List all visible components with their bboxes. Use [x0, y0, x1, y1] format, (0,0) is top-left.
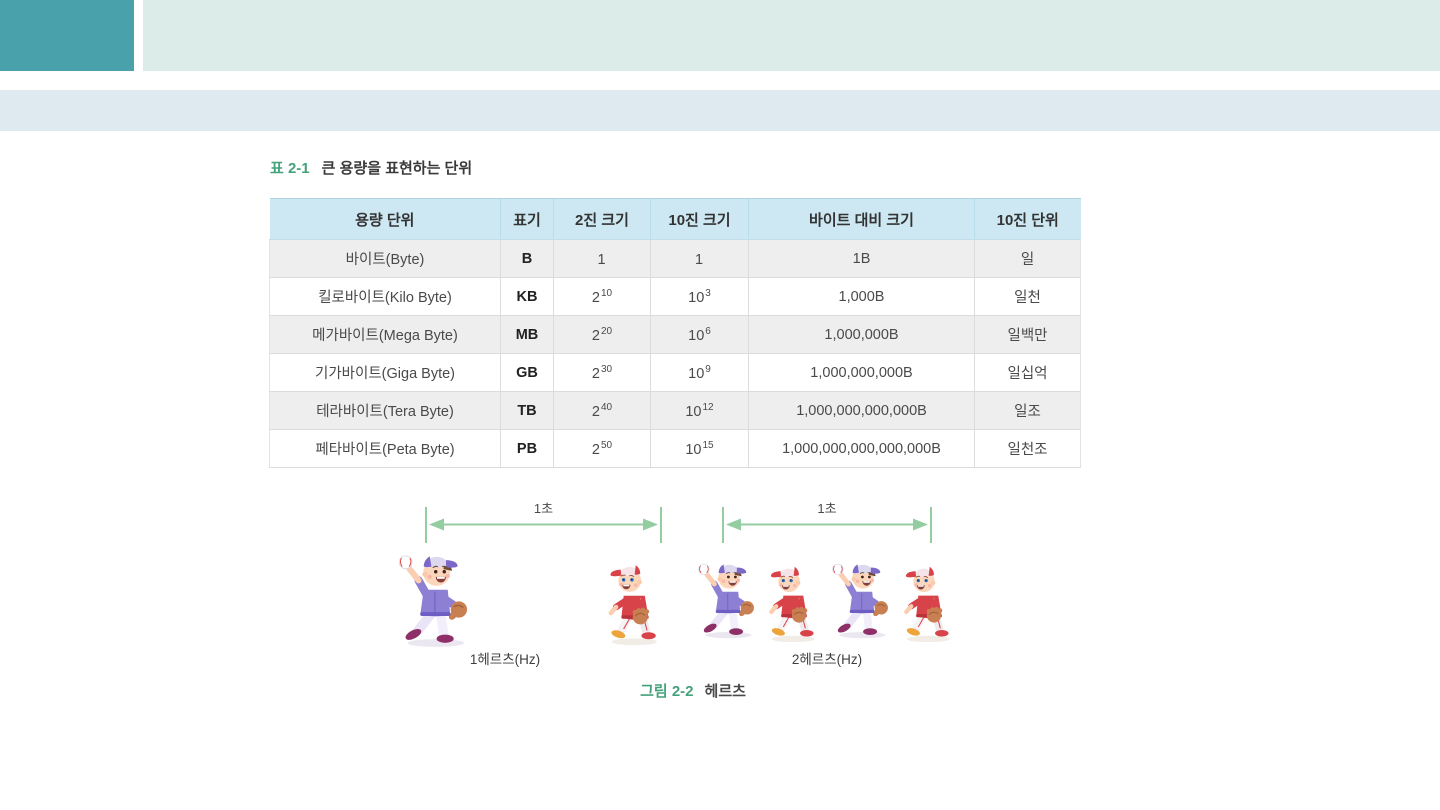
interval-label: 1초 [817, 501, 837, 516]
table-row: 페타바이트(Peta Byte) PB 250 1015 1,000,000,0… [269, 429, 1081, 468]
pitcher-boy-illustration [391, 546, 477, 649]
decimal-unit-cell: 일 [974, 239, 1081, 278]
table-caption-number: 표 2-1 [270, 160, 310, 177]
blue-sub-band [0, 90, 1440, 131]
unit-cell: 킬로바이트(Kilo Byte) [269, 277, 501, 316]
table-caption-title: 큰 용량을 표현하는 단위 [321, 160, 473, 177]
table-caption: 표 2-1 큰 용량을 표현하는 단위 [270, 159, 472, 179]
decimal-unit-cell: 일천조 [974, 429, 1081, 468]
binary-size-cell: 210 [553, 277, 651, 316]
binary-size-cell: 220 [553, 315, 651, 354]
header-symbol: 표기 [500, 198, 554, 240]
table-header-row: 용량 단위 표기 2진 크기 10진 크기 바이트 대비 크기 10진 단위 [269, 198, 1081, 240]
header-bytes-size: 바이트 대비 크기 [748, 198, 975, 240]
figure-caption: 그림 2-2 헤르츠 [583, 680, 803, 701]
bytes-cell: 1,000B [748, 277, 975, 316]
one-hertz-label: 1헤르츠(Hz) [469, 652, 541, 667]
decimal-unit-cell: 일조 [974, 391, 1081, 430]
interval-label: 1초 [533, 501, 554, 516]
table-row: 기가바이트(Giga Byte) GB 230 109 1,000,000,00… [269, 353, 1081, 392]
header-decimal-size: 10진 크기 [650, 198, 749, 240]
bytes-cell: 1,000,000,000B [748, 353, 975, 392]
table-row: 메가바이트(Mega Byte) MB 220 106 1,000,000B 일… [269, 315, 1081, 354]
symbol-cell: B [500, 239, 554, 278]
table-row: 바이트(Byte) B 1 1 1B 일 [269, 239, 1081, 278]
decimal-unit-cell: 일천 [974, 277, 1081, 316]
decimal-size-cell: 106 [650, 315, 749, 354]
binary-size-cell: 1 [553, 239, 651, 278]
teal-header-block [0, 0, 134, 71]
double-arrow-icon [722, 507, 932, 543]
binary-size-cell: 240 [553, 391, 651, 430]
one-second-span-left: 1초 [425, 501, 662, 543]
header-decimal-unit: 10진 단위 [974, 198, 1081, 240]
unit-cell: 페타바이트(Peta Byte) [269, 429, 501, 468]
one-second-span-right: 1초 [722, 501, 932, 543]
decimal-size-cell: 1 [650, 239, 749, 278]
binary-size-cell: 230 [553, 353, 651, 392]
unit-cell: 기가바이트(Giga Byte) [269, 353, 501, 392]
symbol-cell: KB [500, 277, 554, 316]
decimal-unit-cell: 일백만 [974, 315, 1081, 354]
header-binary-size: 2진 크기 [553, 198, 651, 240]
symbol-cell: PB [500, 429, 554, 468]
double-arrow-icon [425, 507, 662, 543]
catcher-boy-illustration [601, 555, 669, 650]
decimal-size-cell: 1015 [650, 429, 749, 468]
mint-header-band [143, 0, 1440, 71]
symbol-cell: GB [500, 353, 554, 392]
pitcher-boy-illustration [826, 548, 896, 648]
unit-cell: 테라바이트(Tera Byte) [269, 391, 501, 430]
figure-caption-title: 헤르츠 [704, 683, 746, 700]
bytes-cell: 1B [748, 239, 975, 278]
pitcher-boy-illustration [692, 548, 762, 648]
capacity-units-table: 용량 단위 표기 2진 크기 10진 크기 바이트 대비 크기 10진 단위 바… [269, 198, 1081, 468]
figure-caption-number: 그림 2-2 [640, 683, 694, 700]
symbol-cell: MB [500, 315, 554, 354]
binary-size-cell: 250 [553, 429, 651, 468]
decimal-size-cell: 103 [650, 277, 749, 316]
decimal-size-cell: 1012 [650, 391, 749, 430]
decimal-size-cell: 109 [650, 353, 749, 392]
two-hertz-label: 2헤르츠(Hz) [791, 652, 863, 667]
bytes-cell: 1,000,000,000,000,000B [748, 429, 975, 468]
table-row: 테라바이트(Tera Byte) TB 240 1012 1,000,000,0… [269, 391, 1081, 430]
catcher-boy-illustration [897, 556, 961, 648]
catcher-boy-illustration [762, 556, 826, 648]
unit-cell: 바이트(Byte) [269, 239, 501, 278]
symbol-cell: TB [500, 391, 554, 430]
header-capacity-unit: 용량 단위 [269, 198, 501, 240]
decimal-unit-cell: 일십억 [974, 353, 1081, 392]
unit-cell: 메가바이트(Mega Byte) [269, 315, 501, 354]
bytes-cell: 1,000,000B [748, 315, 975, 354]
bytes-cell: 1,000,000,000,000B [748, 391, 975, 430]
table-row: 킬로바이트(Kilo Byte) KB 210 103 1,000B 일천 [269, 277, 1081, 316]
